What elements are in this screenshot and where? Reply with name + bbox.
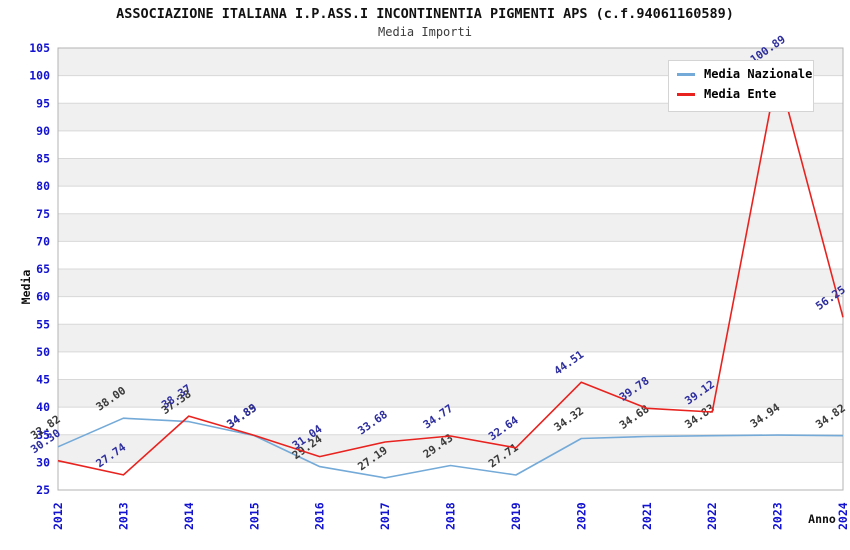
x-tick-label: 2023 <box>771 502 785 530</box>
y-tick-label: 50 <box>36 345 50 359</box>
plot-band <box>58 130 843 159</box>
x-tick-label: 2013 <box>116 502 130 530</box>
x-axis-title: Anno <box>808 512 836 526</box>
plot-band <box>58 434 843 463</box>
x-tick-label: 2022 <box>705 502 719 530</box>
x-tick-label: 2020 <box>574 502 588 530</box>
legend: Media Nazionale Media Ente <box>668 60 814 112</box>
y-tick-label: 80 <box>36 179 50 193</box>
y-axis-title: Media <box>19 270 33 305</box>
plot-band <box>58 379 843 408</box>
y-tick-label: 35 <box>36 428 50 442</box>
legend-label: Media Nazionale <box>704 67 813 81</box>
y-tick-label: 60 <box>36 290 50 304</box>
chart-subtitle: Media Importi <box>378 25 472 39</box>
y-tick-label: 30 <box>36 455 50 469</box>
y-tick-label: 70 <box>36 234 50 248</box>
plot-border <box>57 47 844 491</box>
legend-item-media-nazionale: Media Nazionale <box>677 67 812 81</box>
y-tick-label: 55 <box>36 317 50 331</box>
y-tick-label: 25 <box>36 483 50 497</box>
y-tick-label: 75 <box>36 207 50 221</box>
plot-band <box>58 269 843 297</box>
legend-swatch-media-nazionale <box>677 72 695 76</box>
chart-title: ASSOCIAZIONE ITALIANA I.P.ASS.I INCONTIN… <box>116 6 734 22</box>
plot-band <box>58 296 843 325</box>
x-tick-label: 2012 <box>51 502 65 530</box>
y-tick-label: 100 <box>29 69 50 83</box>
plot-band <box>58 351 843 380</box>
plot-band <box>58 241 843 269</box>
x-tick-label: 2014 <box>182 502 196 530</box>
plot-band <box>58 186 843 214</box>
legend-item-media-ente: Media Ente <box>677 87 805 101</box>
x-tick-label: 2016 <box>313 502 327 530</box>
series-line-media-ente <box>57 69 844 476</box>
y-tick-label: 105 <box>29 41 50 55</box>
y-tick-label: 90 <box>36 124 50 138</box>
plot-band <box>58 462 843 490</box>
x-tick-label: 2019 <box>509 502 523 530</box>
x-tick-label: 2017 <box>378 502 392 530</box>
plot-band <box>58 324 843 352</box>
x-tick-label: 2015 <box>247 502 261 530</box>
x-tick-label: 2021 <box>640 502 654 530</box>
x-tick-label: 2018 <box>444 502 458 530</box>
y-tick-label: 95 <box>36 96 50 110</box>
y-tick-label: 40 <box>36 400 50 414</box>
legend-label: Media Ente <box>704 87 777 101</box>
plot-band <box>58 158 843 187</box>
y-tick-label: 85 <box>36 152 50 166</box>
x-tick-label: 2024 <box>836 502 850 530</box>
series-line-media-nazionale <box>57 417 844 479</box>
legend-swatch-media-ente <box>677 92 695 96</box>
y-tick-label: 65 <box>36 262 50 276</box>
plot-band <box>58 213 843 242</box>
y-tick-label: 45 <box>36 373 50 387</box>
